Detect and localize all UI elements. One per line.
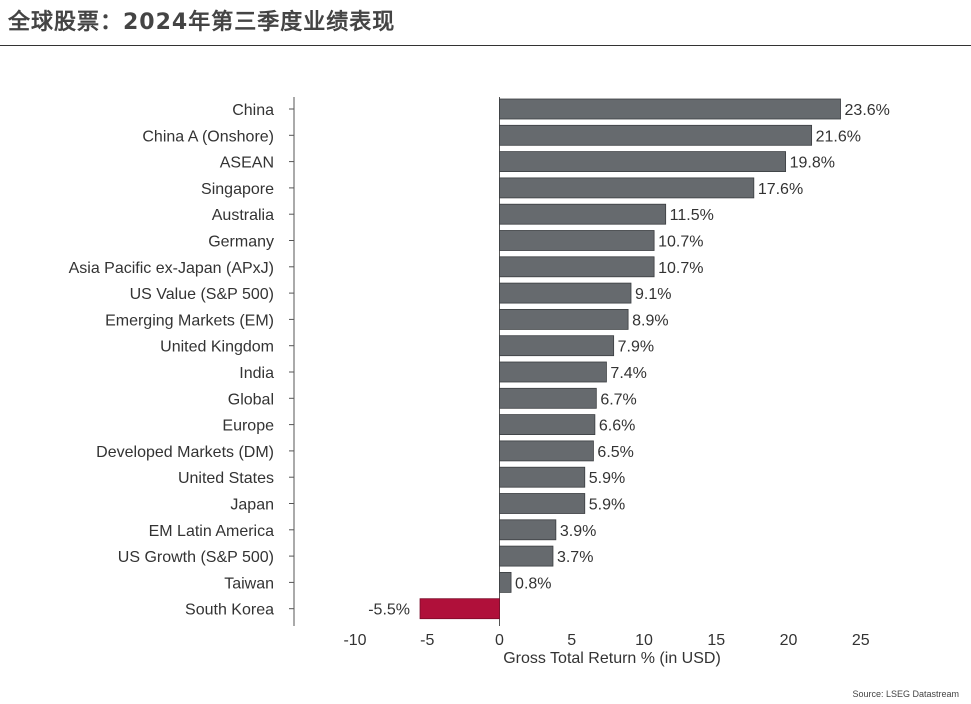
category-label: Australia (212, 207, 274, 224)
category-labels: China China A (Onshore) ASEAN Singapore Aust… (69, 102, 275, 619)
bar (499, 387, 597, 409)
bar (499, 124, 813, 146)
bar (499, 572, 512, 593)
x-tick-label: 20 (780, 632, 798, 649)
category-label: China A (Onshore) (142, 128, 274, 145)
x-tick-labels: -10 -5 0 5 10 15 20 25 (343, 632, 869, 649)
category-label: EM Latin America (149, 523, 274, 540)
x-tick-label: -5 (420, 632, 434, 649)
title-divider (0, 45, 971, 46)
bar (499, 466, 586, 488)
category-label: Asia Pacific ex-Japan (APxJ) (69, 260, 274, 277)
data-label: 10.7% (658, 234, 703, 251)
bar (499, 151, 787, 173)
data-label: 7.4% (610, 365, 646, 382)
x-tick-label: 0 (495, 632, 504, 649)
x-tick-label: 5 (567, 632, 576, 649)
category-label: US Growth (S&P 500) (118, 549, 274, 566)
x-axis-title: Gross Total Return % (in USD) (503, 650, 721, 667)
data-label: 23.6% (845, 102, 890, 119)
category-label: India (239, 365, 274, 382)
bar (499, 177, 755, 199)
category-label: Emerging Markets (EM) (105, 312, 274, 329)
x-tick-label: -10 (343, 632, 366, 649)
bar (499, 256, 655, 278)
axes (289, 97, 500, 626)
category-label: Taiwan (224, 575, 274, 592)
data-label: 5.9% (589, 497, 625, 514)
data-label: 6.5% (597, 444, 633, 461)
category-label: United Kingdom (160, 339, 274, 356)
data-label: 21.6% (816, 128, 861, 145)
bar (499, 493, 586, 514)
data-label: -5.5% (368, 602, 410, 619)
x-tick-label: 10 (635, 632, 653, 649)
data-label: 3.9% (560, 523, 596, 540)
data-label: 19.8% (790, 155, 835, 172)
data-label: 8.9% (632, 312, 668, 329)
source-note: Source: LSEG Datastream (852, 689, 959, 699)
category-label: South Korea (185, 602, 274, 619)
page-title: 全球股票：2024年第三季度业绩表现 (8, 10, 396, 35)
bar (499, 545, 554, 567)
data-label: 11.5% (670, 207, 714, 224)
bar (499, 361, 607, 383)
x-tick-label: 15 (707, 632, 725, 649)
data-label: 6.7% (600, 391, 636, 408)
data-label: 7.9% (618, 339, 654, 356)
category-label: United States (178, 470, 274, 487)
category-label: Germany (208, 234, 274, 251)
bar (499, 282, 632, 304)
x-tick-label: 25 (852, 632, 870, 649)
data-label: 3.7% (557, 549, 593, 566)
category-label: China (232, 102, 274, 119)
data-label: 5.9% (589, 470, 625, 487)
category-label: US Value (S&P 500) (130, 286, 274, 303)
category-label: ASEAN (220, 155, 274, 172)
category-label: Europe (222, 418, 274, 435)
category-label: Developed Markets (DM) (96, 444, 274, 461)
bar (499, 519, 557, 541)
value-labels: 23.6% 21.6% 19.8% 17.6% 11.5% 10.7% 10.7% 9.1% 8… (368, 102, 890, 619)
data-label: 6.6% (599, 418, 635, 435)
bar (499, 440, 594, 462)
bar (499, 335, 615, 357)
bar (499, 308, 629, 330)
bar (499, 203, 667, 225)
category-label: Japan (230, 497, 274, 514)
bar (499, 414, 596, 436)
bar (499, 230, 655, 251)
bar (499, 98, 841, 120)
bars (419, 98, 841, 620)
category-label: Singapore (201, 181, 274, 198)
category-label: Global (228, 391, 274, 408)
data-label: 10.7% (658, 260, 703, 277)
data-label: 9.1% (635, 286, 671, 303)
data-label: 0.8% (515, 575, 551, 592)
data-label: 17.6% (758, 181, 803, 198)
bar (419, 598, 500, 620)
